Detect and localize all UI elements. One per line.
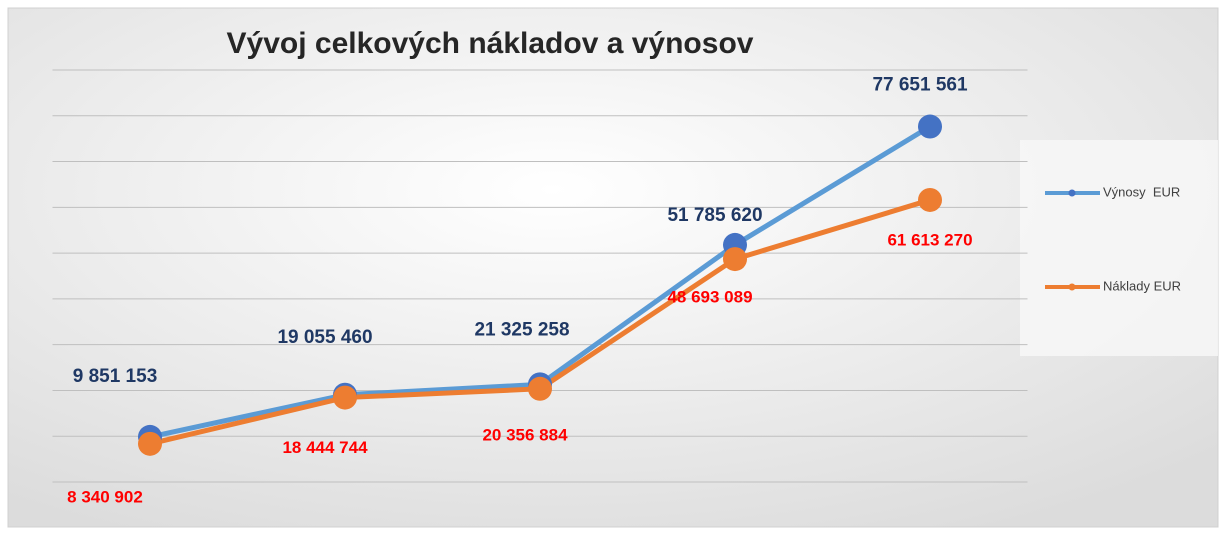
data-point [918,187,942,212]
data-point [138,431,162,456]
data-label: 77 651 561 [872,75,968,96]
chart-title: Vývoj celkových nákladov a výnosov [227,27,754,60]
legend-label: Výnosy EUR [1103,184,1180,199]
data-label: 21 325 258 [474,319,569,340]
data-label: 18 444 744 [282,438,368,457]
legend-label: Náklady EUR [1103,278,1181,293]
data-label: 19 055 460 [277,327,372,348]
chart-background [7,7,1219,528]
data-label: 61 613 270 [887,230,972,249]
data-label: 9 851 153 [73,366,158,387]
data-point [723,247,747,272]
data-point [528,376,552,401]
data-point [918,114,942,139]
data-point [333,385,357,410]
data-label: 20 356 884 [482,425,568,444]
data-label: 51 785 620 [667,205,762,226]
legend-marker [1068,283,1076,291]
data-label: 48 693 089 [667,288,752,307]
legend-box [1020,140,1218,356]
data-label: 8 340 902 [67,487,143,506]
legend-marker [1068,189,1076,197]
